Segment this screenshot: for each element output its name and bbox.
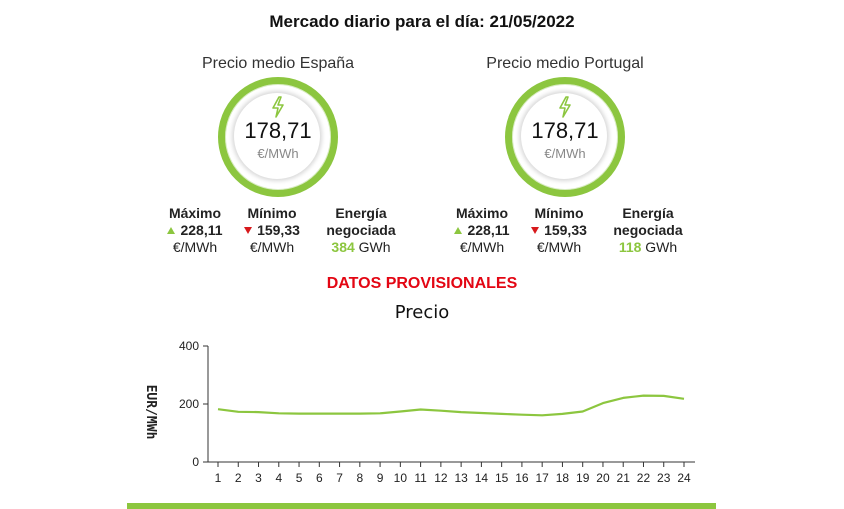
- x-tick-label: 2: [235, 471, 242, 485]
- x-tick-label: 13: [454, 471, 468, 485]
- triangle-down-icon: [244, 227, 253, 234]
- lightning-bolt-icon: [512, 96, 618, 118]
- spain-energy-value: 384: [331, 239, 355, 255]
- portugal-energy-label-2: negociada: [613, 222, 683, 238]
- y-tick-label: 200: [179, 397, 199, 411]
- x-tick-label: 5: [296, 471, 303, 485]
- spain-energy-label-2: negociada: [326, 222, 396, 238]
- portugal-average-unit: €/MWh: [544, 146, 586, 161]
- chart-title: Precio: [394, 302, 450, 323]
- portugal-max-value: 228,11: [467, 222, 510, 238]
- spain-max-label: Máximo: [168, 205, 222, 221]
- portugal-energy-value: 118: [618, 239, 642, 255]
- portugal-gauge: Precio medio Portugal 178,71 €/MWh: [445, 55, 685, 197]
- x-tick-label: 14: [475, 471, 489, 485]
- price-series-line: [217, 394, 685, 417]
- spain-average-unit: €/MWh: [257, 146, 299, 161]
- spain-energy-label-1: Energía: [335, 205, 387, 221]
- lightning-bolt-icon: [225, 96, 331, 118]
- portugal-min: Mínimo 159,33 €/MWh: [521, 205, 597, 256]
- portugal-min-unit: €/MWh: [536, 239, 582, 255]
- x-tick-label: 12: [434, 471, 448, 485]
- spain-energy-unit: GWh: [358, 239, 391, 255]
- x-tick-label: 15: [495, 471, 509, 485]
- spain-gauge-label: Precio medio España: [201, 55, 355, 72]
- spain-min-label: Mínimo: [247, 205, 297, 221]
- portugal-min-value: 159,33: [544, 222, 587, 238]
- spain-gauge-ring: 178,71 €/MWh: [218, 77, 338, 197]
- x-tick-label: 9: [377, 471, 384, 485]
- y-axis-title: EUR/MWh: [143, 385, 158, 440]
- bottom-accent-bar: [127, 503, 716, 509]
- triangle-up-icon: [167, 227, 176, 234]
- x-tick-label: 16: [515, 471, 529, 485]
- x-tick-label: 21: [617, 471, 631, 485]
- spain-max: Máximo 228,11 €/MWh: [150, 205, 240, 256]
- spain-average-price: 178,71: [244, 118, 312, 143]
- provisional-data-notice: DATOS PROVISIONALES: [326, 275, 518, 292]
- portugal-average-price: 178,71: [531, 118, 599, 143]
- portugal-max-label: Máximo: [455, 205, 509, 221]
- x-tick-label: 1: [215, 471, 222, 485]
- x-tick-label: 23: [657, 471, 671, 485]
- portugal-gauge-ring: 178,71 €/MWh: [505, 77, 625, 197]
- x-tick-label: 7: [336, 471, 343, 485]
- spain-min: Mínimo 159,33 €/MWh: [234, 205, 310, 256]
- triangle-up-icon: [454, 227, 463, 234]
- spain-energy: Energía negociada 384 GWh: [316, 205, 406, 256]
- x-tick-label: 19: [576, 471, 590, 485]
- portugal-max: Máximo 228,11 €/MWh: [437, 205, 527, 256]
- x-tick-label: 11: [414, 471, 427, 485]
- x-tick-label: 22: [637, 471, 651, 485]
- x-tick-label: 18: [556, 471, 570, 485]
- x-tick-label: 17: [535, 471, 549, 485]
- spain-max-unit: €/MWh: [172, 239, 218, 255]
- x-tick-label: 6: [316, 471, 323, 485]
- x-tick-label: 8: [356, 471, 363, 485]
- y-tick-label: 400: [179, 339, 199, 353]
- page-title: Mercado diario para el día: 21/05/2022: [269, 12, 575, 31]
- triangle-down-icon: [531, 227, 540, 234]
- y-tick-label: 0: [192, 455, 199, 469]
- x-tick-label: 24: [677, 471, 691, 485]
- portugal-min-label: Mínimo: [534, 205, 584, 221]
- spain-gauge: Precio medio España 178,71 €/MWh: [158, 55, 398, 197]
- spain-min-unit: €/MWh: [249, 239, 295, 255]
- portugal-max-unit: €/MWh: [459, 239, 505, 255]
- portugal-energy-label-1: Energía: [622, 205, 674, 221]
- spain-min-value: 159,33: [257, 222, 300, 238]
- x-tick-label: 20: [596, 471, 610, 485]
- portugal-energy-unit: GWh: [645, 239, 678, 255]
- portugal-energy: Energía negociada 118 GWh: [603, 205, 693, 256]
- portugal-gauge-label: Precio medio Portugal: [486, 55, 644, 72]
- spain-max-value: 228,11: [180, 222, 223, 238]
- x-tick-label: 10: [394, 471, 408, 485]
- x-tick-label: 4: [275, 471, 282, 485]
- x-tick-label: 3: [255, 471, 262, 485]
